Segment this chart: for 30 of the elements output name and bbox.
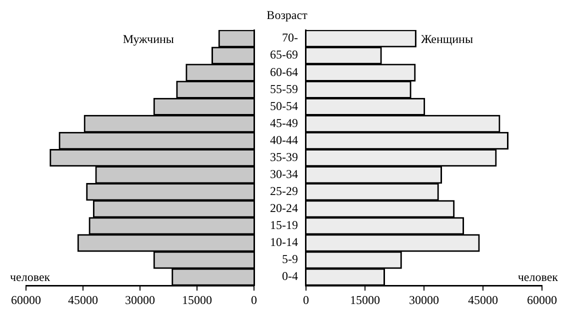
y-axis-title: Возраст <box>266 8 308 22</box>
x-tick-label: 30000 <box>125 292 155 307</box>
y-tick-label: 15-19 <box>270 218 298 232</box>
y-tick-label: 0-4 <box>282 269 298 284</box>
y-tick-label: 40-44 <box>270 132 298 147</box>
x-tick-label: 60000 <box>527 292 557 307</box>
y-tick-label: 50-54 <box>270 98 298 113</box>
series-label: Мужчины <box>122 32 174 46</box>
y-tick-label: 70- <box>282 30 298 45</box>
y-tick-label: 60-64 <box>270 64 298 79</box>
y-tick-label: 20-24 <box>270 201 298 216</box>
x-tick-label: 15000 <box>182 292 212 307</box>
x-tick-label: 0 <box>302 292 309 307</box>
x-tick-label: 45000 <box>468 292 498 307</box>
y-tick-label: 5-9 <box>282 252 298 266</box>
y-tick-label: 35-39 <box>270 150 298 164</box>
y-tick-label: 65-69 <box>270 48 298 62</box>
y-tick-label: 30-34 <box>270 166 298 181</box>
y-tick-label: 55-59 <box>270 82 298 96</box>
x-tick-label: 60000 <box>11 292 41 307</box>
x-axis-title: человек <box>10 270 50 284</box>
x-tick-label: 0 <box>251 292 257 307</box>
x-tick-label: 15000 <box>350 292 380 307</box>
x-tick-label: 30000 <box>409 292 439 307</box>
y-tick-label: 10-14 <box>270 235 298 250</box>
x-tick-label: 45000 <box>68 292 98 307</box>
y-tick-label: 25-29 <box>270 184 298 198</box>
x-axis-title: человек <box>518 270 558 284</box>
series-label: Женщины <box>420 32 474 46</box>
y-tick-label: 45-49 <box>270 116 298 130</box>
